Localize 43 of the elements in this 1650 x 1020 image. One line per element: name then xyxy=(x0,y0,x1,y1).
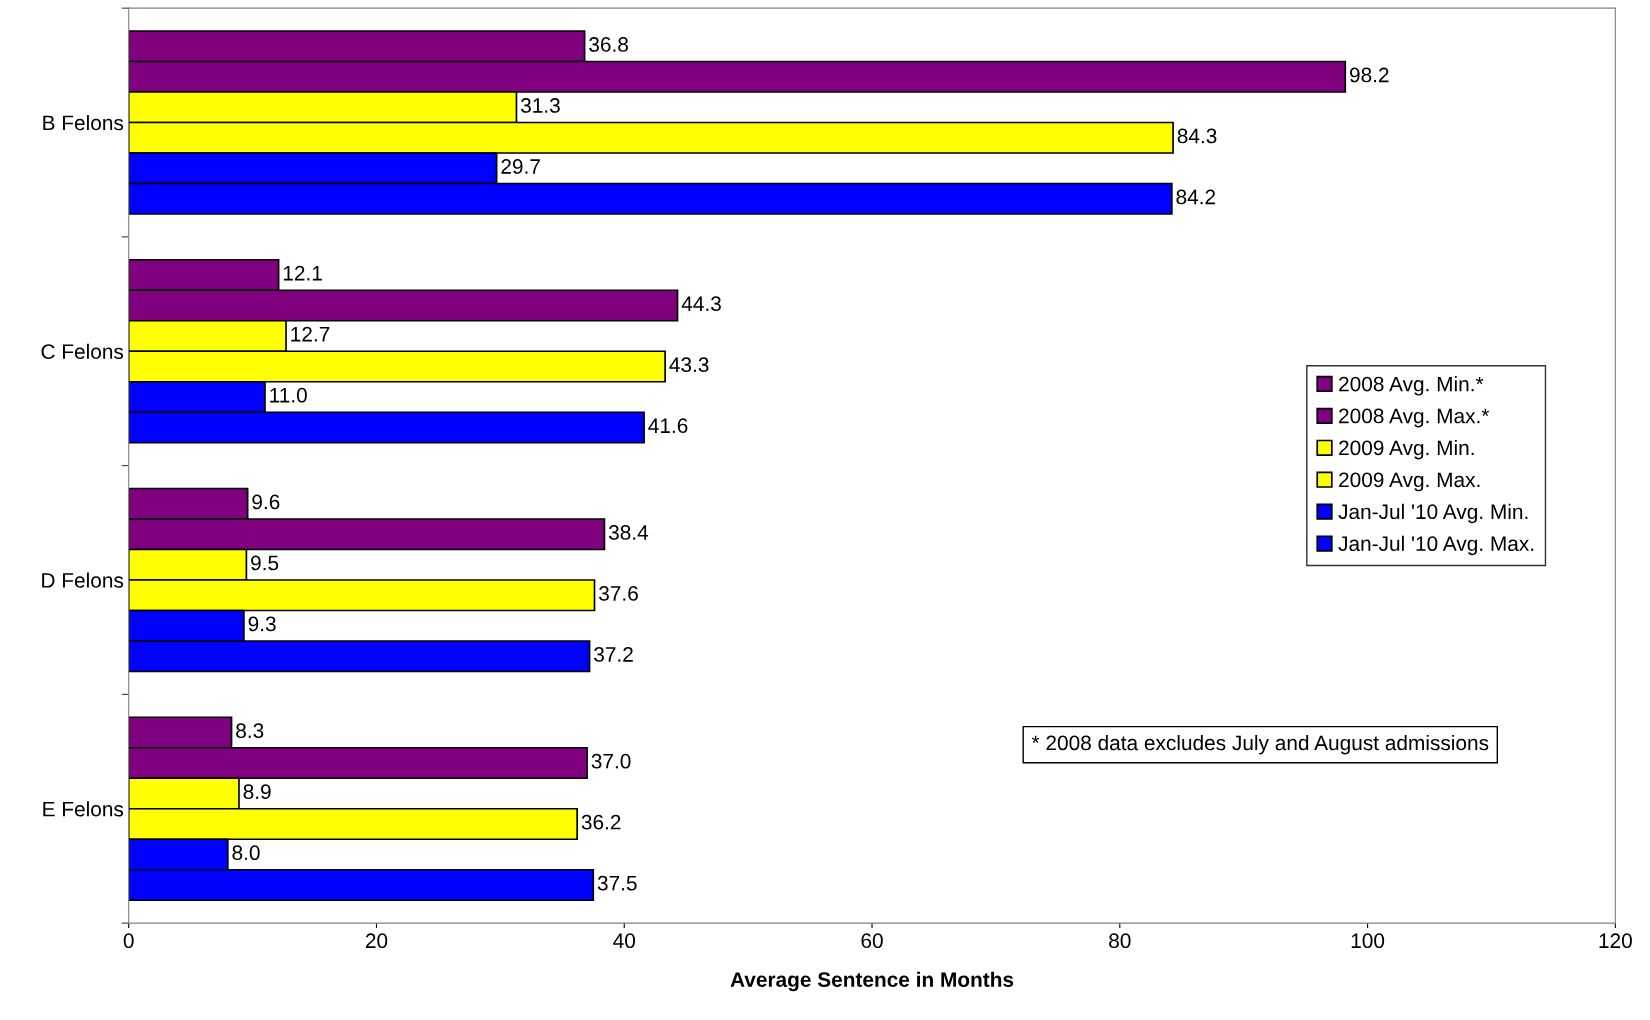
x-tick-label: 20 xyxy=(365,933,388,949)
x-tick-label: 0 xyxy=(123,933,134,949)
data-label: 29.7 xyxy=(501,159,540,174)
y-tick-label: D Felons xyxy=(42,572,124,588)
x-tick-label: 100 xyxy=(1351,933,1385,949)
data-label: 8.3 xyxy=(236,723,264,739)
data-label: 8.0 xyxy=(232,845,260,861)
data-label: 11.0 xyxy=(270,387,307,403)
data-label: 37.0 xyxy=(591,753,631,769)
data-label: 8.9 xyxy=(243,784,271,800)
legend-label: 2008 Avg. Max.* xyxy=(1339,408,1490,428)
x-tick-label: 120 xyxy=(1599,933,1632,949)
data-label: 36.2 xyxy=(581,814,621,830)
data-label: 98.2 xyxy=(1349,67,1389,83)
y-tick-label: C Felons xyxy=(41,343,124,360)
data-label: 9.6 xyxy=(252,494,280,510)
data-label: 37.5 xyxy=(597,875,637,891)
legend-label: Jan-Jul '10 Avg. Min. xyxy=(1338,503,1528,524)
data-label: 36.8 xyxy=(589,37,628,52)
data-label: 84.3 xyxy=(1177,128,1217,144)
data-label: 12.7 xyxy=(291,326,330,342)
data-label: 38.4 xyxy=(608,525,649,540)
data-label: 37.6 xyxy=(599,586,638,601)
legend-label: 2008 Avg. Min.* xyxy=(1339,376,1484,396)
data-label: 12.1 xyxy=(283,265,322,281)
annotation: * 2008 data excludes July and August admissions xyxy=(1031,734,1489,755)
x-tick-label: 80 xyxy=(1109,933,1131,949)
data-label: 41.6 xyxy=(648,418,688,434)
data-label: 37.2 xyxy=(594,647,633,662)
legend-label: 2009 Avg. Min. xyxy=(1339,439,1474,460)
data-label: 84.2 xyxy=(1176,189,1216,205)
x-tick-label: 60 xyxy=(861,933,883,949)
legend-label: 2009 Avg. Max. xyxy=(1339,472,1480,492)
x-axis-title: Average Sentence in Months xyxy=(730,971,1014,992)
x-tick-label: 40 xyxy=(613,933,636,949)
data-label: 43.3 xyxy=(669,357,709,373)
data-label: 9.5 xyxy=(251,555,279,571)
y-tick-label: B Felons xyxy=(43,114,124,131)
data-label: 31.3 xyxy=(520,98,560,113)
legend-label: Jan-Jul '10 Avg. Max. xyxy=(1338,535,1534,556)
data-label: 9.3 xyxy=(248,616,276,632)
y-tick-label: E Felons xyxy=(43,801,124,817)
data-label: 44.3 xyxy=(681,296,721,312)
